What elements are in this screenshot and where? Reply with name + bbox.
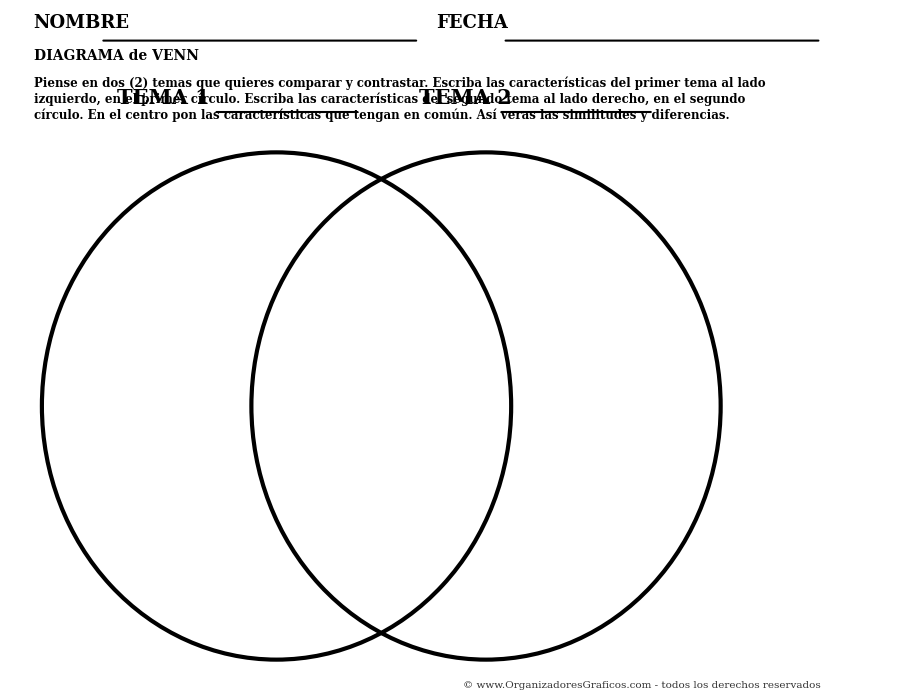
Text: TEMA 2: TEMA 2: [419, 88, 512, 108]
Text: Piense en dos (2) temas que quieres comparar y contrastar. Escriba las caracterí: Piense en dos (2) temas que quieres comp…: [33, 77, 765, 122]
Text: © www.OrganizadoresGraficos.com - todos los derechos reservados: © www.OrganizadoresGraficos.com - todos …: [464, 680, 821, 690]
Text: DIAGRAMA de VENN: DIAGRAMA de VENN: [33, 49, 199, 63]
Text: NOMBRE: NOMBRE: [33, 13, 130, 32]
Text: TEMA 1: TEMA 1: [117, 88, 210, 108]
Text: FECHA: FECHA: [436, 13, 508, 32]
